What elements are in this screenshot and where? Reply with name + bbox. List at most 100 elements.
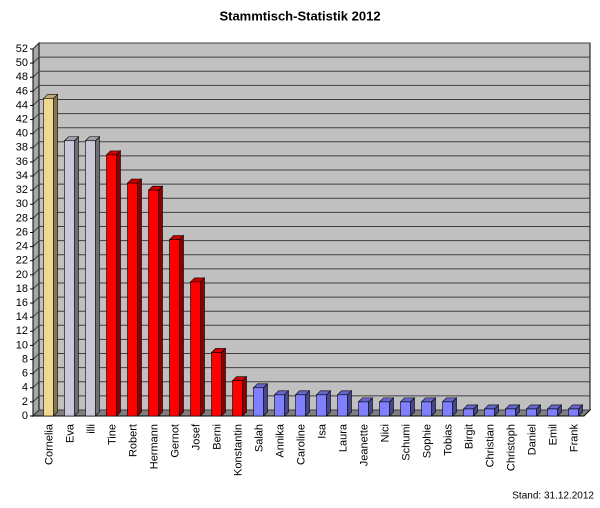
x-tick-label: Birgit bbox=[463, 424, 475, 449]
y-tick-label: 24 bbox=[16, 241, 28, 253]
y-tick-label: 14 bbox=[16, 311, 28, 323]
bar-side bbox=[137, 178, 142, 417]
bar bbox=[379, 401, 390, 417]
chart-title: Stammtisch-Statistik 2012 bbox=[219, 8, 380, 23]
y-tick-label: 46 bbox=[16, 85, 28, 97]
y-tick-label: 26 bbox=[16, 226, 28, 238]
x-tick-label: Nici bbox=[379, 424, 391, 442]
bar bbox=[274, 394, 285, 417]
y-tick-label: 52 bbox=[16, 43, 28, 55]
grid-line bbox=[32, 98, 590, 106]
y-tick-label: 32 bbox=[16, 184, 28, 196]
bar-side bbox=[95, 136, 100, 417]
bar bbox=[547, 408, 558, 417]
bar bbox=[421, 401, 432, 417]
grid-line bbox=[32, 183, 590, 191]
y-tick-label: 22 bbox=[16, 255, 28, 267]
bar bbox=[127, 182, 138, 417]
bar bbox=[463, 408, 474, 417]
bar-side bbox=[221, 347, 226, 417]
y-tick-label: 36 bbox=[16, 156, 28, 168]
bar bbox=[316, 394, 327, 417]
grid-line bbox=[32, 367, 590, 375]
bar bbox=[85, 140, 96, 417]
y-tick-label: 38 bbox=[16, 142, 28, 154]
bar bbox=[484, 408, 495, 417]
bar bbox=[253, 387, 264, 417]
x-tick-label: Hermann bbox=[148, 424, 160, 469]
x-tick-label: Annika bbox=[274, 423, 286, 458]
y-tick-label: 10 bbox=[16, 339, 28, 351]
y-tick-label: 16 bbox=[16, 297, 28, 309]
grid-line bbox=[32, 226, 590, 233]
x-tick-label: Josef bbox=[190, 423, 202, 450]
x-tick-label: Schumi bbox=[400, 424, 412, 461]
footnote: Stand: 31.12.2012 bbox=[512, 491, 594, 502]
bar bbox=[106, 154, 117, 417]
x-tick-label: Caroline bbox=[295, 424, 307, 465]
grid-line bbox=[32, 381, 590, 389]
bar bbox=[43, 98, 54, 417]
bar bbox=[295, 394, 306, 417]
grid-line bbox=[32, 70, 590, 78]
grid-line bbox=[32, 84, 590, 92]
grid-line bbox=[32, 310, 590, 318]
bar bbox=[148, 189, 159, 417]
y-tick-label: 40 bbox=[16, 128, 28, 140]
y-tick-label: 50 bbox=[16, 57, 28, 69]
x-tick-label: Frank bbox=[568, 424, 580, 453]
x-tick-label: Eva bbox=[64, 423, 76, 443]
grid-line bbox=[32, 56, 590, 64]
x-tick-label: Jeanette bbox=[358, 424, 370, 466]
bar-side bbox=[242, 375, 247, 417]
bar-side bbox=[74, 136, 79, 417]
bar-side bbox=[263, 383, 268, 417]
bar bbox=[358, 401, 369, 417]
bar bbox=[211, 352, 222, 417]
bar bbox=[190, 281, 201, 417]
x-tick-label: illi bbox=[85, 424, 97, 434]
x-tick-label: Robert bbox=[127, 424, 139, 457]
bar-side bbox=[158, 185, 163, 417]
bar-side bbox=[53, 93, 58, 417]
x-tick-label: Gernot bbox=[169, 424, 181, 458]
grid-line bbox=[32, 296, 590, 304]
bar bbox=[64, 140, 75, 417]
grid-line bbox=[32, 282, 590, 290]
x-tick-label: Christian bbox=[484, 424, 496, 467]
y-tick-label: 8 bbox=[22, 353, 28, 365]
grid-line bbox=[32, 155, 590, 163]
bar-side bbox=[179, 234, 184, 417]
x-tick-label: Laura bbox=[337, 423, 349, 452]
grid-line bbox=[32, 141, 590, 149]
y-tick-label: 4 bbox=[22, 382, 28, 394]
y-tick-label: 20 bbox=[16, 269, 28, 281]
grid-line bbox=[32, 254, 590, 262]
bar bbox=[232, 380, 243, 417]
grid-line bbox=[32, 268, 590, 276]
x-tick-label: Salah bbox=[253, 424, 265, 452]
x-tick-label: Emil bbox=[547, 424, 559, 445]
y-tick-label: 28 bbox=[16, 212, 28, 224]
grid-line bbox=[32, 240, 590, 247]
x-tick-label: Berni bbox=[211, 424, 223, 450]
bar bbox=[568, 408, 579, 417]
y-tick-label: 18 bbox=[16, 283, 28, 295]
grid-line bbox=[32, 113, 590, 120]
x-tick-label: Cornelia bbox=[43, 423, 55, 465]
bar-side bbox=[200, 277, 205, 417]
x-tick-label: Isa bbox=[316, 423, 328, 439]
bar bbox=[526, 408, 537, 417]
grid-line bbox=[32, 211, 590, 219]
grid-line bbox=[32, 42, 590, 50]
y-tick-label: 30 bbox=[16, 198, 28, 210]
grid-line bbox=[32, 338, 590, 346]
y-tick-label: 42 bbox=[16, 113, 28, 125]
bar-side bbox=[116, 150, 121, 417]
y-tick-label: 6 bbox=[22, 368, 28, 380]
y-tick-label: 34 bbox=[16, 170, 28, 182]
bar bbox=[337, 394, 348, 417]
x-tick-label: Konstantin bbox=[232, 424, 244, 476]
